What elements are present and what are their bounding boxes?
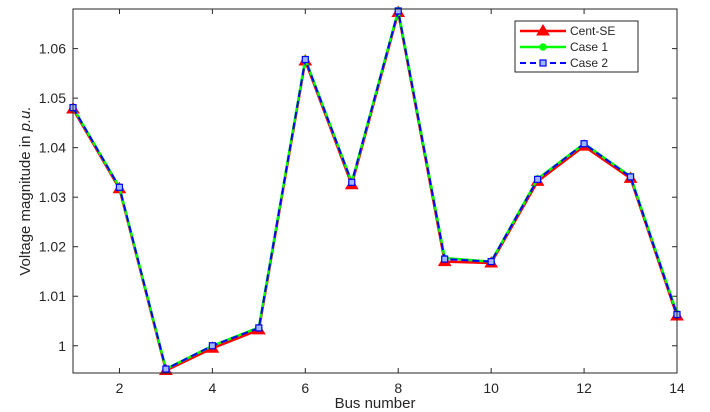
data-point-case-2 (487, 257, 495, 266)
legend-marker-case-1 (539, 43, 547, 51)
x-tick-label: 8 (394, 380, 402, 396)
x-tick-label: 2 (116, 380, 124, 396)
legend: Cent-SE Case 1 Case 2 (514, 20, 639, 73)
x-tick-label: 6 (301, 380, 309, 396)
y-axis-ticks: 1 1.01 1.02 1.03 1.04 1.05 1.06 (39, 41, 677, 354)
legend-entry-case-1: Case 1 (520, 40, 608, 54)
y-tick-label: 1.05 (39, 90, 66, 106)
x-tick-label: 12 (576, 380, 592, 396)
x-tick-label: 10 (483, 380, 499, 396)
data-point-case-2 (115, 183, 124, 191)
legend-marker-cent-se (536, 24, 550, 36)
data-point-case-2 (626, 173, 635, 181)
data-point-case-2 (208, 342, 216, 350)
y-tick-label: 1.01 (39, 288, 66, 304)
data-point-case-2 (301, 55, 309, 64)
legend-label-case-1: Case 1 (570, 40, 608, 54)
data-point-case-2 (255, 324, 263, 332)
data-point-case-2 (441, 255, 449, 263)
y-axis-label: Voltage magnitude in p.u. (17, 106, 34, 275)
data-point-case-2 (348, 178, 356, 186)
y-tick-label: 1 (58, 338, 66, 354)
data-point-case-2 (162, 365, 170, 373)
legend-entry-case-2: Case 2 (520, 56, 608, 70)
x-tick-label: 4 (208, 380, 216, 396)
y-tick-label: 1.06 (39, 41, 66, 57)
series-line-case-2 (72, 9, 678, 371)
y-axis-label-unit: p.u. (17, 106, 34, 132)
data-point-case-2 (580, 140, 588, 148)
y-axis-label-prefix: Voltage magnitude in (17, 131, 34, 275)
y-tick-label: 1.04 (39, 140, 66, 156)
plot-frame (72, 8, 678, 374)
y-tick-label: 1.03 (39, 189, 66, 205)
legend-entry-cent-se: Cent-SE (520, 24, 615, 38)
x-axis-ticks: 2 4 6 8 10 12 14 (116, 9, 685, 396)
data-point-case-2 (534, 175, 542, 183)
legend-label-cent-se: Cent-SE (570, 24, 615, 38)
legend-marker-case-2 (539, 59, 547, 67)
legend-label-case-2: Case 2 (570, 56, 608, 70)
x-axis-label: Bus number (335, 395, 416, 412)
x-tick-label: 14 (669, 380, 685, 396)
data-point-case-2 (394, 7, 402, 15)
y-tick-label: 1.02 (39, 239, 66, 255)
